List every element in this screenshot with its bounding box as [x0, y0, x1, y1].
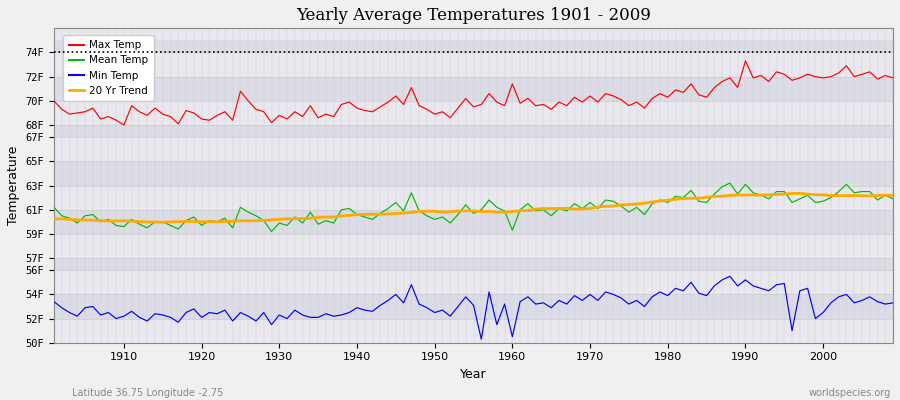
- Title: Yearly Average Temperatures 1901 - 2009: Yearly Average Temperatures 1901 - 2009: [296, 7, 651, 24]
- Text: worldspecies.org: worldspecies.org: [809, 388, 891, 398]
- Bar: [54, 270, 893, 294]
- Legend: Max Temp, Mean Temp, Min Temp, 20 Yr Trend: Max Temp, Mean Temp, Min Temp, 20 Yr Tre…: [63, 35, 154, 101]
- Bar: [54, 258, 893, 270]
- Bar: [54, 186, 893, 210]
- Bar: [54, 125, 893, 137]
- Bar: [54, 52, 893, 77]
- Bar: [54, 294, 893, 318]
- Bar: [54, 234, 893, 258]
- Bar: [54, 318, 893, 343]
- X-axis label: Year: Year: [460, 368, 487, 381]
- Y-axis label: Temperature: Temperature: [7, 146, 20, 225]
- Text: Latitude 36.75 Longitude -2.75: Latitude 36.75 Longitude -2.75: [72, 388, 223, 398]
- Bar: [54, 77, 893, 101]
- Bar: [54, 161, 893, 186]
- Bar: [54, 137, 893, 161]
- Bar: [54, 210, 893, 234]
- Bar: [54, 101, 893, 125]
- Bar: [54, 40, 893, 52]
